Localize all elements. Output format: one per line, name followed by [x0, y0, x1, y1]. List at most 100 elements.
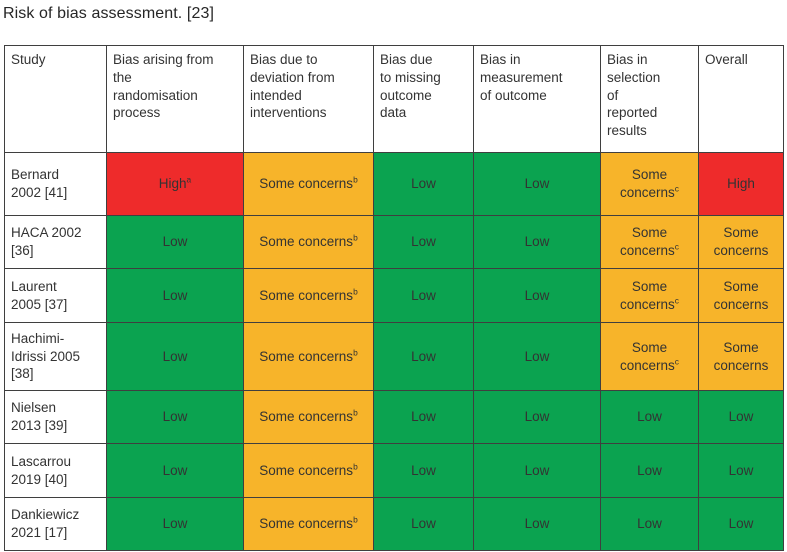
risk-of-bias-table: Study Bias arising from the randomisation…	[4, 45, 784, 551]
figure-caption: Risk of bias assessment. [23]	[3, 5, 214, 22]
table-row: Hachimi- Idrissi 2005 [38] Low Some concer…	[4, 322, 784, 391]
rating-cell: Low	[106, 322, 244, 391]
rating-label: Low	[728, 409, 754, 425]
column-header-4: Bias due to missing outcome data	[373, 45, 474, 153]
rating-cell: Some concernsb	[243, 215, 374, 269]
rating-label: Low	[162, 348, 188, 364]
rating-label: Low	[162, 462, 188, 478]
rating-label: Low	[524, 462, 550, 478]
rating-cell: Some concerns	[698, 215, 784, 269]
rating-cell: Some concernsc	[600, 268, 699, 323]
rating-label: Some concerns	[713, 278, 769, 312]
rating-label: Low	[411, 234, 436, 250]
rating-cell: Low	[600, 497, 699, 551]
rating-label: Low	[411, 516, 436, 532]
rating-label: Some concerns	[713, 225, 769, 258]
table-row: Dankiewicz 2021 [17] Low Some concernsb Low…	[4, 497, 784, 551]
rating-label: Some concerns	[259, 348, 354, 364]
column-header-7: Overall	[698, 45, 784, 153]
footnote-marker: b	[353, 174, 358, 185]
rating-label: Low	[162, 409, 188, 425]
rating-cell: Low	[698, 390, 784, 444]
footnote-marker: b	[353, 461, 358, 472]
table-row: Bernard 2002 [41] Higha Some concernsb Low L…	[4, 152, 784, 216]
study-cell: Nielsen 2013 [39]	[4, 390, 107, 444]
rating-cell: Some concernsc	[600, 152, 699, 216]
rating-cell: Low	[698, 497, 784, 551]
rating-cell: Low	[473, 390, 601, 444]
rating-cell: Higha	[106, 152, 244, 216]
header-row: Study Bias arising from the randomisation…	[4, 45, 784, 153]
rating-cell: Low	[473, 152, 601, 216]
rating-label: Some concerns	[620, 278, 675, 312]
footnote-marker: c	[674, 241, 679, 252]
rating-cell: Low	[373, 497, 474, 551]
rating-label: Low	[524, 287, 550, 303]
rating-cell: Some concernsc	[600, 215, 699, 269]
rating-label: Some concerns	[259, 287, 354, 303]
rating-cell: Low	[106, 443, 244, 498]
rating-cell: Low	[373, 268, 474, 323]
rating-label: Low	[524, 234, 550, 250]
rating-label: Low	[637, 409, 662, 425]
rating-label: Low	[162, 287, 188, 303]
rating-cell: Some concernsb	[243, 152, 374, 216]
study-cell: Laurent 2005 [37]	[4, 268, 107, 323]
rating-label: High	[727, 176, 755, 192]
rating-cell: Low	[106, 497, 244, 551]
rating-cell: Some concernsb	[243, 443, 374, 498]
rating-cell: Low	[473, 322, 601, 391]
rating-cell: Some concernsb	[243, 268, 374, 323]
rating-cell: Low	[106, 390, 244, 444]
rating-cell: Some concernsb	[243, 322, 374, 391]
rating-label: Low	[637, 516, 662, 532]
rating-cell: Low	[473, 443, 601, 498]
rating-label: Some concerns	[259, 176, 354, 192]
rating-label: Low	[411, 348, 436, 364]
column-header-5: Bias in measurement of outcome	[473, 45, 601, 153]
rating-cell: Low	[473, 268, 601, 323]
study-cell: Bernard 2002 [41]	[4, 152, 107, 216]
rating-cell: Some concernsb	[243, 390, 374, 444]
study-cell: Lascarrou 2019 [40]	[4, 443, 107, 498]
rating-label: Low	[524, 516, 550, 532]
rating-label: Some concerns	[259, 234, 354, 250]
footnote-marker: a	[186, 174, 192, 185]
rating-cell: Low	[600, 443, 699, 498]
column-header-2: Bias arising from the randomisation proc…	[106, 45, 244, 153]
footnote-marker: b	[353, 232, 358, 243]
rating-label: Low	[411, 462, 436, 478]
footnote-marker: b	[353, 514, 358, 525]
rating-cell: Low	[698, 443, 784, 498]
rating-cell: Some concerns	[698, 268, 784, 323]
rating-cell: Low	[473, 497, 601, 551]
rating-label: Low	[524, 409, 550, 425]
rating-cell: Some concerns	[698, 322, 784, 391]
rating-cell: Some concernsc	[600, 322, 699, 391]
rating-cell: Low	[600, 390, 699, 444]
rating-label: Some concerns	[620, 167, 675, 200]
study-cell: Hachimi- Idrissi 2005 [38]	[4, 322, 107, 391]
footnote-marker: b	[353, 347, 358, 358]
rating-label: Low	[637, 462, 662, 478]
column-header-6: Bias in selection of reported results	[600, 45, 699, 153]
study-cell: Dankiewicz 2021 [17]	[4, 497, 107, 551]
rating-cell: Low	[373, 443, 474, 498]
rating-label: Low	[411, 409, 436, 425]
table-row: HACA 2002 [36] Low Some concernsb Low Low Som…	[4, 215, 784, 269]
study-cell: HACA 2002 [36]	[4, 215, 107, 269]
rating-cell: High	[698, 152, 784, 216]
rating-label: Low	[411, 176, 436, 192]
column-header-1: Study	[4, 45, 107, 153]
rating-label: Low	[411, 287, 436, 303]
table-row: Lascarrou 2019 [40] Low Some concernsb Low L…	[4, 443, 784, 498]
footnote-marker: c	[674, 356, 679, 366]
rating-label: Low	[524, 176, 550, 192]
footnote-marker: b	[353, 286, 358, 297]
rating-cell: Low	[106, 215, 244, 269]
table-row: Nielsen 2013 [39] Low Some concernsb Low Low…	[4, 390, 784, 444]
rating-label: Some concerns	[713, 339, 769, 373]
rating-label: Some concerns	[259, 516, 354, 532]
rating-cell: Low	[106, 268, 244, 323]
footnote-marker: b	[353, 407, 358, 418]
